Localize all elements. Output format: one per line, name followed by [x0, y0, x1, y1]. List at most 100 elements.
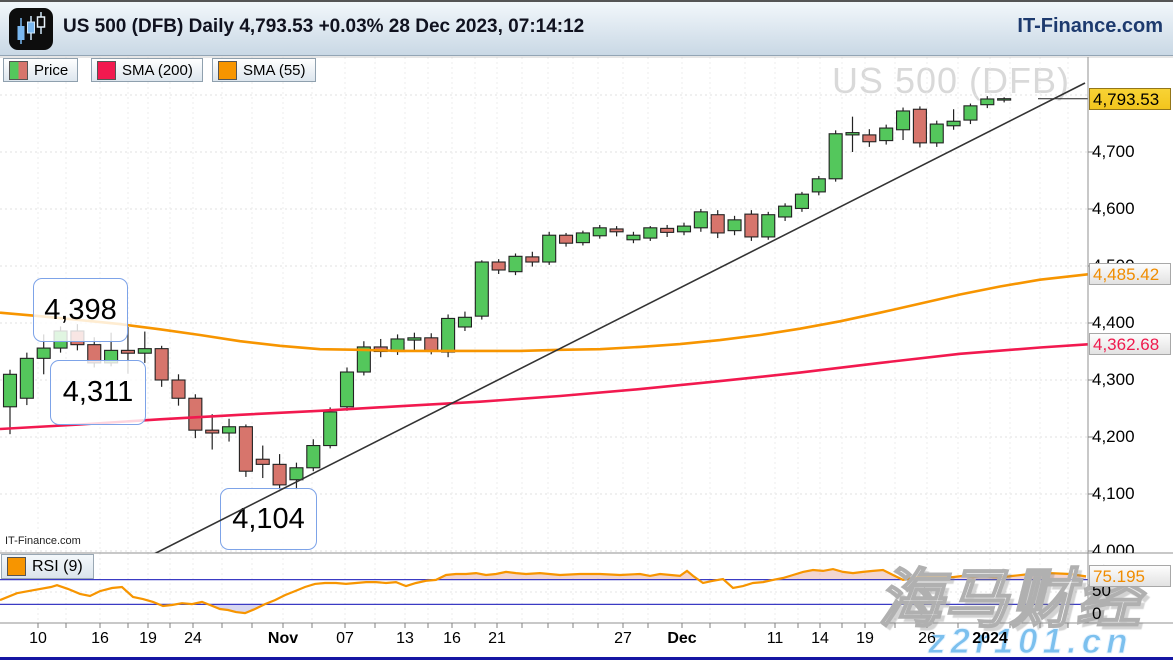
- gridlines: [0, 57, 1088, 623]
- header-bar: US 500 (DFB) Daily 4,793.53 +0.03% 28 De…: [0, 2, 1173, 56]
- price-axis-label: 4,400: [1092, 313, 1135, 332]
- time-axis-label: 19: [139, 630, 157, 647]
- annotation-4311[interactable]: 4,311: [50, 360, 146, 425]
- candle-up: [845, 132, 860, 136]
- legend-sma55-label: SMA (55): [243, 61, 306, 79]
- time-axis-label: 16: [91, 630, 109, 647]
- candle-up: [626, 234, 641, 241]
- sma200-line: [0, 343, 1088, 431]
- legend-rsi[interactable]: RSI (9): [1, 554, 94, 579]
- candle-up: [474, 261, 489, 317]
- legend-price-label: Price: [34, 61, 69, 79]
- rsi-pane: [0, 567, 1088, 615]
- time-axis-label: 27: [614, 630, 632, 647]
- candle-up: [980, 98, 995, 106]
- candle-up: [828, 133, 843, 180]
- time-axis-label: Nov: [267, 630, 299, 647]
- annotation-4398[interactable]: 4,398: [33, 278, 128, 342]
- candle-down: [154, 348, 169, 381]
- legend-sma55[interactable]: SMA (55): [212, 58, 316, 82]
- time-axis-label: 19: [856, 630, 874, 647]
- symbol-watermark: US 500 (DFB): [831, 60, 1070, 101]
- price-swatch-icon: [9, 60, 28, 80]
- price-axis-label: 4,100: [1092, 484, 1135, 503]
- annotation-4104[interactable]: 4,104: [220, 488, 317, 550]
- main-pane: [0, 96, 1088, 492]
- candle-up: [929, 123, 944, 144]
- time-axis-label: 2024: [972, 630, 1008, 647]
- time-axis-label: 16: [443, 630, 461, 647]
- candle-down: [491, 261, 506, 271]
- candle-up: [356, 346, 371, 373]
- legend-sma200[interactable]: SMA (200): [91, 58, 203, 82]
- price-axis-label: 4,200: [1092, 427, 1135, 446]
- price-axis-label: 4,700: [1092, 142, 1135, 161]
- time-axis[interactable]: 10 16 19 24 Nov 07 13 16 21 27 Dec 11 14 19 26 2024: [0, 624, 1173, 657]
- candle-up: [457, 316, 473, 328]
- sma55-swatch-icon: [218, 60, 237, 80]
- candle-down: [558, 234, 574, 244]
- candle-up: [592, 227, 607, 237]
- candle-down: [609, 228, 624, 233]
- candle-up: [811, 178, 826, 193]
- candle-down: [255, 458, 270, 465]
- legend-price[interactable]: Price: [3, 58, 79, 82]
- sma200-value-label: 4,362.68: [1089, 333, 1171, 356]
- candle-down: [171, 379, 186, 399]
- sma55-line: [0, 273, 1088, 353]
- time-axis-label: 10: [29, 630, 47, 647]
- price-axis-label: 4,300: [1092, 370, 1135, 389]
- candle-up: [727, 219, 742, 232]
- candles: [2, 96, 1012, 492]
- bottom-border-bar: [0, 657, 1173, 660]
- candle-up: [676, 225, 692, 233]
- candle-up: [879, 127, 894, 142]
- candle-up: [339, 371, 355, 408]
- candlestick-app-icon[interactable]: [9, 8, 53, 50]
- candle-down: [238, 426, 253, 472]
- candle-up: [794, 193, 810, 209]
- pane-frame: [0, 56, 1173, 628]
- time-axis-label: 13: [396, 630, 414, 647]
- candle-up: [137, 348, 152, 354]
- rsi-line: [0, 567, 1087, 615]
- candle-down: [912, 108, 927, 144]
- candle-up: [222, 426, 237, 434]
- rsi-value-label: 75.195: [1089, 565, 1171, 588]
- sma55-value-label: 4,485.42: [1089, 263, 1171, 286]
- candle-up: [2, 373, 18, 408]
- candle-up: [693, 211, 708, 229]
- candle-up: [306, 444, 321, 469]
- rsi-axis[interactable]: 50 0 75.195: [1088, 553, 1173, 623]
- time-axis-label: 21: [488, 630, 506, 647]
- candle-down: [525, 256, 540, 263]
- candle-down: [205, 429, 220, 434]
- candle-up: [19, 357, 34, 399]
- candle-up: [508, 255, 523, 273]
- candle-up: [997, 98, 1012, 101]
- trendline[interactable]: [150, 82, 1086, 556]
- brand-link[interactable]: IT-Finance.com: [1017, 15, 1163, 37]
- rsi-swatch-icon: [7, 557, 26, 576]
- legend-sma200-label: SMA (200): [122, 61, 193, 79]
- candle-up: [963, 105, 978, 121]
- candle-up: [36, 347, 51, 359]
- candle-up: [761, 214, 776, 238]
- candlestick-logo-icon: [17, 12, 46, 44]
- sma200-swatch-icon: [97, 60, 116, 80]
- time-axis-label: 26: [918, 630, 936, 647]
- candle-up: [407, 337, 422, 341]
- candle-down: [272, 463, 287, 486]
- candle-down: [862, 134, 877, 143]
- current-price-label: 4,793.53: [1089, 87, 1171, 110]
- candle-down: [710, 214, 725, 234]
- candle-up: [575, 232, 590, 244]
- candle-up: [289, 467, 304, 481]
- price-axis-label: 4,600: [1092, 199, 1135, 218]
- candle-up: [542, 234, 557, 263]
- candle-down: [660, 227, 675, 233]
- price-axis[interactable]: 4,7004,6004,5004,4004,3004,2004,1004,000…: [1088, 57, 1173, 553]
